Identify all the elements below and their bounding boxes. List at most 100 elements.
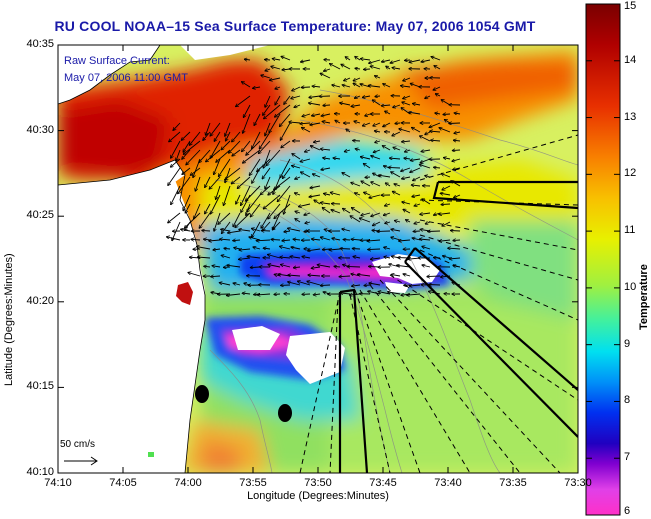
current-vector [355, 193, 361, 195]
current-vector [383, 122, 391, 127]
current-vector [197, 257, 211, 258]
current-vector [210, 140, 221, 158]
current-vector [434, 167, 441, 168]
current-vector [364, 285, 371, 286]
current-vector [453, 168, 461, 170]
current-vector [313, 294, 321, 295]
current-vector [302, 257, 311, 259]
current-vector [399, 240, 411, 241]
current-vector [310, 185, 321, 188]
current-vector [241, 194, 251, 212]
current-vector [351, 105, 361, 107]
current-vector [190, 167, 201, 175]
x-tick-label: 73:45 [369, 477, 397, 489]
current-vector [183, 140, 191, 152]
current-vector [211, 276, 221, 277]
current-vector [388, 292, 401, 295]
current-vector [414, 222, 421, 224]
current-vector [364, 69, 371, 70]
current-vector [265, 69, 271, 71]
current-vector [298, 203, 311, 207]
current-vector [239, 229, 251, 231]
current-vector [283, 167, 291, 179]
current-vector [331, 210, 341, 214]
current-vector [186, 149, 201, 165]
current-vector [353, 83, 361, 88]
current-vector [209, 240, 221, 241]
current-vector [372, 100, 381, 106]
current-vector [191, 239, 201, 240]
current-vector [433, 258, 441, 259]
current-vector [431, 140, 441, 141]
current-vector [300, 123, 311, 124]
current-vector [324, 194, 331, 196]
current-vector [399, 129, 411, 133]
colorbar-tick-label: 10 [624, 280, 637, 293]
current-vector [181, 229, 191, 231]
current-vector [202, 230, 211, 231]
current-vector [275, 104, 291, 117]
current-vector [368, 86, 381, 88]
current-vector [334, 266, 341, 267]
current-vector [391, 172, 401, 178]
current-vector [435, 113, 441, 114]
y-tick-label: 40:25 [26, 209, 54, 222]
current-vector [216, 185, 221, 199]
current-vector [397, 265, 411, 267]
current-vector [243, 104, 251, 118]
current-vector [402, 102, 411, 106]
map-title: RU COOL NOAA–15 Sea Surface Temperature:… [54, 18, 536, 34]
current-vector [365, 114, 371, 116]
current-vector [371, 182, 381, 187]
current-vector [308, 275, 321, 276]
current-vector [375, 76, 381, 78]
current-vector [428, 291, 441, 295]
current-vector [312, 174, 321, 178]
current-vector [344, 77, 351, 81]
current-vector [395, 123, 401, 124]
current-vector [363, 164, 371, 169]
current-vector [168, 212, 181, 223]
current-vector [367, 240, 381, 241]
current-vector [288, 282, 301, 286]
current-vector [236, 194, 241, 204]
current-vector [183, 140, 201, 154]
current-vector [442, 221, 451, 226]
colorbar-tick-label: 12 [624, 167, 637, 180]
x-tick-label: 73:30 [564, 477, 592, 489]
current-vector [441, 204, 451, 205]
current-vector [235, 212, 251, 228]
current-vector [169, 131, 181, 142]
current-vector [185, 221, 191, 231]
current-vector [407, 294, 421, 295]
current-vector [232, 131, 241, 142]
current-vector [442, 185, 451, 190]
current-vector [243, 113, 251, 133]
current-vector [263, 248, 271, 249]
current-vector [375, 141, 381, 143]
colorbar-tick-label: 9 [624, 337, 631, 350]
x-tick-label: 73:35 [499, 477, 527, 489]
current-vector [402, 202, 411, 205]
current-vector [300, 158, 311, 162]
current-vector [412, 195, 421, 197]
current-vector [265, 60, 271, 61]
current-vector [292, 166, 301, 169]
current-vector [309, 194, 321, 197]
colorbar-tick-label: 13 [624, 110, 637, 123]
current-vector [320, 203, 331, 204]
current-vector [288, 275, 301, 276]
current-vector [281, 140, 291, 148]
current-vector [254, 113, 261, 126]
current-vector [420, 213, 431, 214]
current-vector [409, 112, 421, 114]
current-vector [289, 122, 301, 123]
current-vector [339, 276, 351, 277]
current-vector [173, 122, 181, 130]
current-vector [295, 211, 301, 213]
current-vector [295, 177, 301, 179]
current-vector [425, 222, 431, 224]
current-vector [281, 56, 291, 61]
current-vector [364, 192, 371, 196]
